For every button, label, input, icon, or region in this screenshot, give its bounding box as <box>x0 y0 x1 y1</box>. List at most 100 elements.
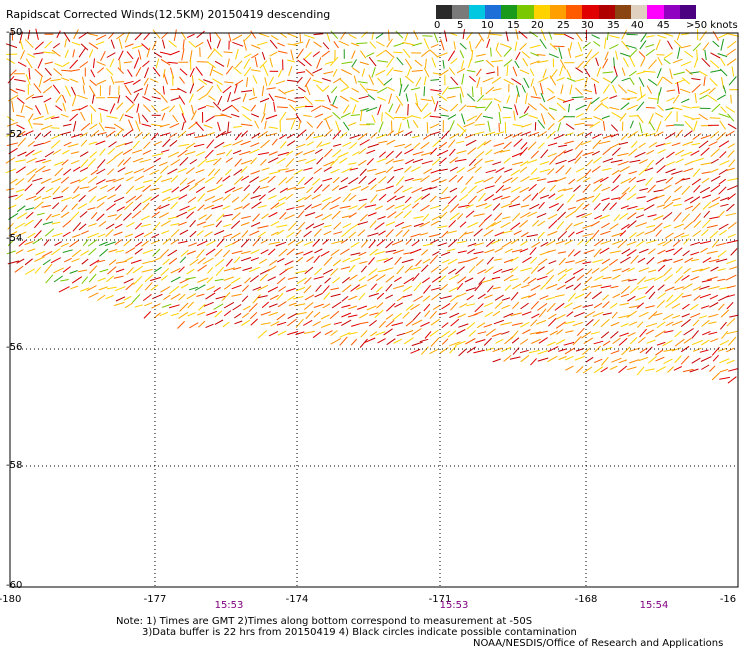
wind-barb <box>663 274 674 282</box>
wind-barb <box>448 174 458 183</box>
wind-barb <box>684 50 694 58</box>
wind-barb <box>647 184 656 194</box>
wind-barb <box>114 129 123 137</box>
wind-barb <box>522 256 532 264</box>
wind-barb <box>412 42 423 47</box>
wind-barb <box>72 222 82 232</box>
wind-barb <box>124 84 132 96</box>
wind-barb <box>387 211 397 219</box>
wind-barb <box>35 165 46 174</box>
wind-barb <box>99 184 108 190</box>
wind-barb <box>359 321 369 325</box>
wind-barb <box>63 31 71 42</box>
wind-barb <box>621 40 630 51</box>
wind-barb <box>401 224 412 229</box>
wind-barb <box>386 57 394 68</box>
wind-barb <box>367 143 379 148</box>
wind-barb <box>410 303 420 311</box>
wind-barb <box>511 152 523 158</box>
wind-barb <box>602 276 612 280</box>
wind-barb <box>114 223 123 229</box>
wind-barb <box>268 311 278 316</box>
wind-barb <box>53 68 63 76</box>
wind-barb <box>590 51 600 59</box>
wind-barb <box>159 132 171 137</box>
wind-barb <box>260 239 269 244</box>
wind-barb <box>177 321 185 329</box>
wind-barb <box>132 265 144 274</box>
wind-barb <box>186 132 195 136</box>
wind-barb <box>100 50 106 62</box>
colorbar-swatch <box>614 5 631 19</box>
wind-barb <box>702 330 711 336</box>
wind-barb <box>712 354 719 362</box>
wind-barb <box>657 56 663 66</box>
wind-barb <box>621 29 628 40</box>
wind-barb <box>261 85 265 97</box>
wind-barb <box>369 41 377 49</box>
wind-barb <box>35 186 45 195</box>
note-line-2: 3)Data buffer is 22 hrs from 20150419 4)… <box>142 627 577 638</box>
wind-barb <box>134 175 144 182</box>
wind-barb <box>657 258 667 264</box>
wind-barb <box>34 132 42 140</box>
wind-barb <box>25 149 35 157</box>
wind-barb <box>230 232 241 239</box>
wind-barb <box>475 38 483 49</box>
wind-barb <box>385 294 394 300</box>
wind-barb <box>683 221 694 230</box>
wind-barb <box>634 151 646 158</box>
wind-barb <box>565 260 575 264</box>
wind-barb <box>44 115 55 121</box>
wind-barb <box>115 213 123 221</box>
wind-barb <box>558 356 567 361</box>
wind-barb <box>492 347 503 353</box>
wind-barb <box>71 41 81 46</box>
wind-barb <box>357 203 367 211</box>
wind-barb <box>305 69 314 77</box>
wind-barb <box>242 93 247 103</box>
wind-barb <box>656 121 662 133</box>
wind-barb <box>483 302 494 308</box>
wind-barb <box>216 84 222 93</box>
wind-barb <box>385 185 394 190</box>
wind-barb <box>223 267 236 272</box>
wind-barb <box>536 178 547 182</box>
wind-barb <box>207 188 216 193</box>
wind-barb <box>306 121 314 128</box>
wind-barb <box>700 356 712 362</box>
wind-barb <box>638 167 648 176</box>
wind-barb <box>303 330 316 334</box>
wind-barb <box>217 95 223 106</box>
wind-barb <box>492 195 503 201</box>
wind-barb <box>298 120 301 130</box>
wind-barb <box>16 205 26 213</box>
wind-barb <box>413 30 419 40</box>
wind-barb <box>601 186 611 192</box>
wind-barb <box>187 301 194 309</box>
colorbar-swatch <box>647 5 664 19</box>
wind-barb <box>422 112 432 119</box>
wind-barb <box>259 60 268 69</box>
wind-barb <box>598 140 611 145</box>
wind-barb <box>64 49 69 58</box>
wind-barb <box>437 242 448 247</box>
wind-barb <box>340 86 350 92</box>
wind-barb <box>151 123 164 127</box>
wind-barb <box>490 239 502 245</box>
wind-barb <box>429 195 437 203</box>
wind-barb <box>662 239 673 247</box>
wind-barb <box>314 248 323 254</box>
wind-barb <box>233 168 243 176</box>
wind-barb <box>602 134 613 139</box>
wind-barb <box>591 34 600 39</box>
wind-barb <box>394 204 405 209</box>
wind-barb <box>395 176 405 186</box>
wind-barb <box>161 112 166 121</box>
wind-barb <box>495 184 505 194</box>
wind-barb <box>187 196 197 204</box>
wind-barb <box>708 202 720 209</box>
wind-barb <box>287 239 296 246</box>
time-label: 15:53 <box>439 600 469 611</box>
wind-barb <box>709 77 718 87</box>
